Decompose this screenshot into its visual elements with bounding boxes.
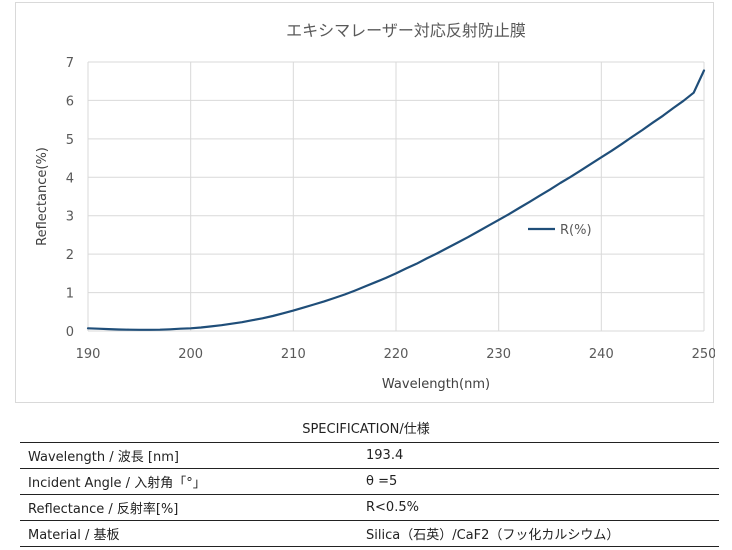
table-row: Reflectance / 反射率[%] R<0.5% — [20, 494, 719, 521]
y-tick-label: 7 — [66, 56, 74, 71]
x-tick-label: 190 — [76, 347, 101, 362]
y-tick-label: 5 — [66, 133, 74, 148]
x-tick-label: 230 — [486, 347, 511, 362]
y-tick-label: 2 — [66, 248, 74, 263]
spec-label: Wavelength / 波長 [nm] — [20, 442, 296, 469]
spec-label: Reflectance / 反射率[%] — [20, 494, 296, 521]
x-tick-label: 210 — [281, 347, 306, 362]
table-row: Wavelength / 波長 [nm] 193.4 — [20, 442, 719, 469]
chart-area: 0 1 2 3 4 5 6 7 190 200 210 220 230 240 250 エキシマレーザー対応反… — [15, 2, 715, 403]
y-axis-label: Reflectance(%) — [35, 147, 50, 246]
y-tick-label: 6 — [66, 94, 74, 109]
x-tick-label: 250 — [692, 347, 715, 362]
y-tick-label: 4 — [66, 171, 74, 186]
spec-table: Wavelength / 波長 [nm] 193.4 Incident Angl… — [20, 442, 719, 547]
x-tick-label: 200 — [178, 347, 203, 362]
spec-title: SPECIFICATION/仕様 — [302, 422, 430, 437]
spec-label: Incident Angle / 入射角「°」 — [20, 468, 296, 495]
spec-value: 193.4 — [296, 442, 719, 469]
y-tick-label: 3 — [66, 210, 74, 225]
y-tick-label: 0 — [66, 325, 74, 340]
spec-value: θ =5 — [296, 468, 719, 495]
reflectance-chart: 0 1 2 3 4 5 6 7 190 200 210 220 230 240 250 エキシマレーザー対応反… — [35, 21, 715, 392]
table-row: Material / 基板 Silica（石英）/CaF2（フッ化カルシウム） — [20, 520, 719, 547]
x-axis-label: Wavelength(nm) — [382, 377, 490, 392]
chart-title: エキシマレーザー対応反射防止膜 — [286, 21, 526, 40]
x-tick-label: 220 — [384, 347, 409, 362]
spec-value: Silica（石英）/CaF2（フッ化カルシウム） — [296, 520, 719, 547]
series-line — [86, 69, 706, 331]
table-row: Incident Angle / 入射角「°」 θ =5 — [20, 468, 719, 495]
y-tick-label: 1 — [66, 287, 74, 302]
spec-value: R<0.5% — [296, 494, 719, 521]
x-tick-label: 240 — [589, 347, 614, 362]
legend-label: R(%) — [560, 223, 592, 238]
spec-label: Material / 基板 — [20, 520, 296, 547]
